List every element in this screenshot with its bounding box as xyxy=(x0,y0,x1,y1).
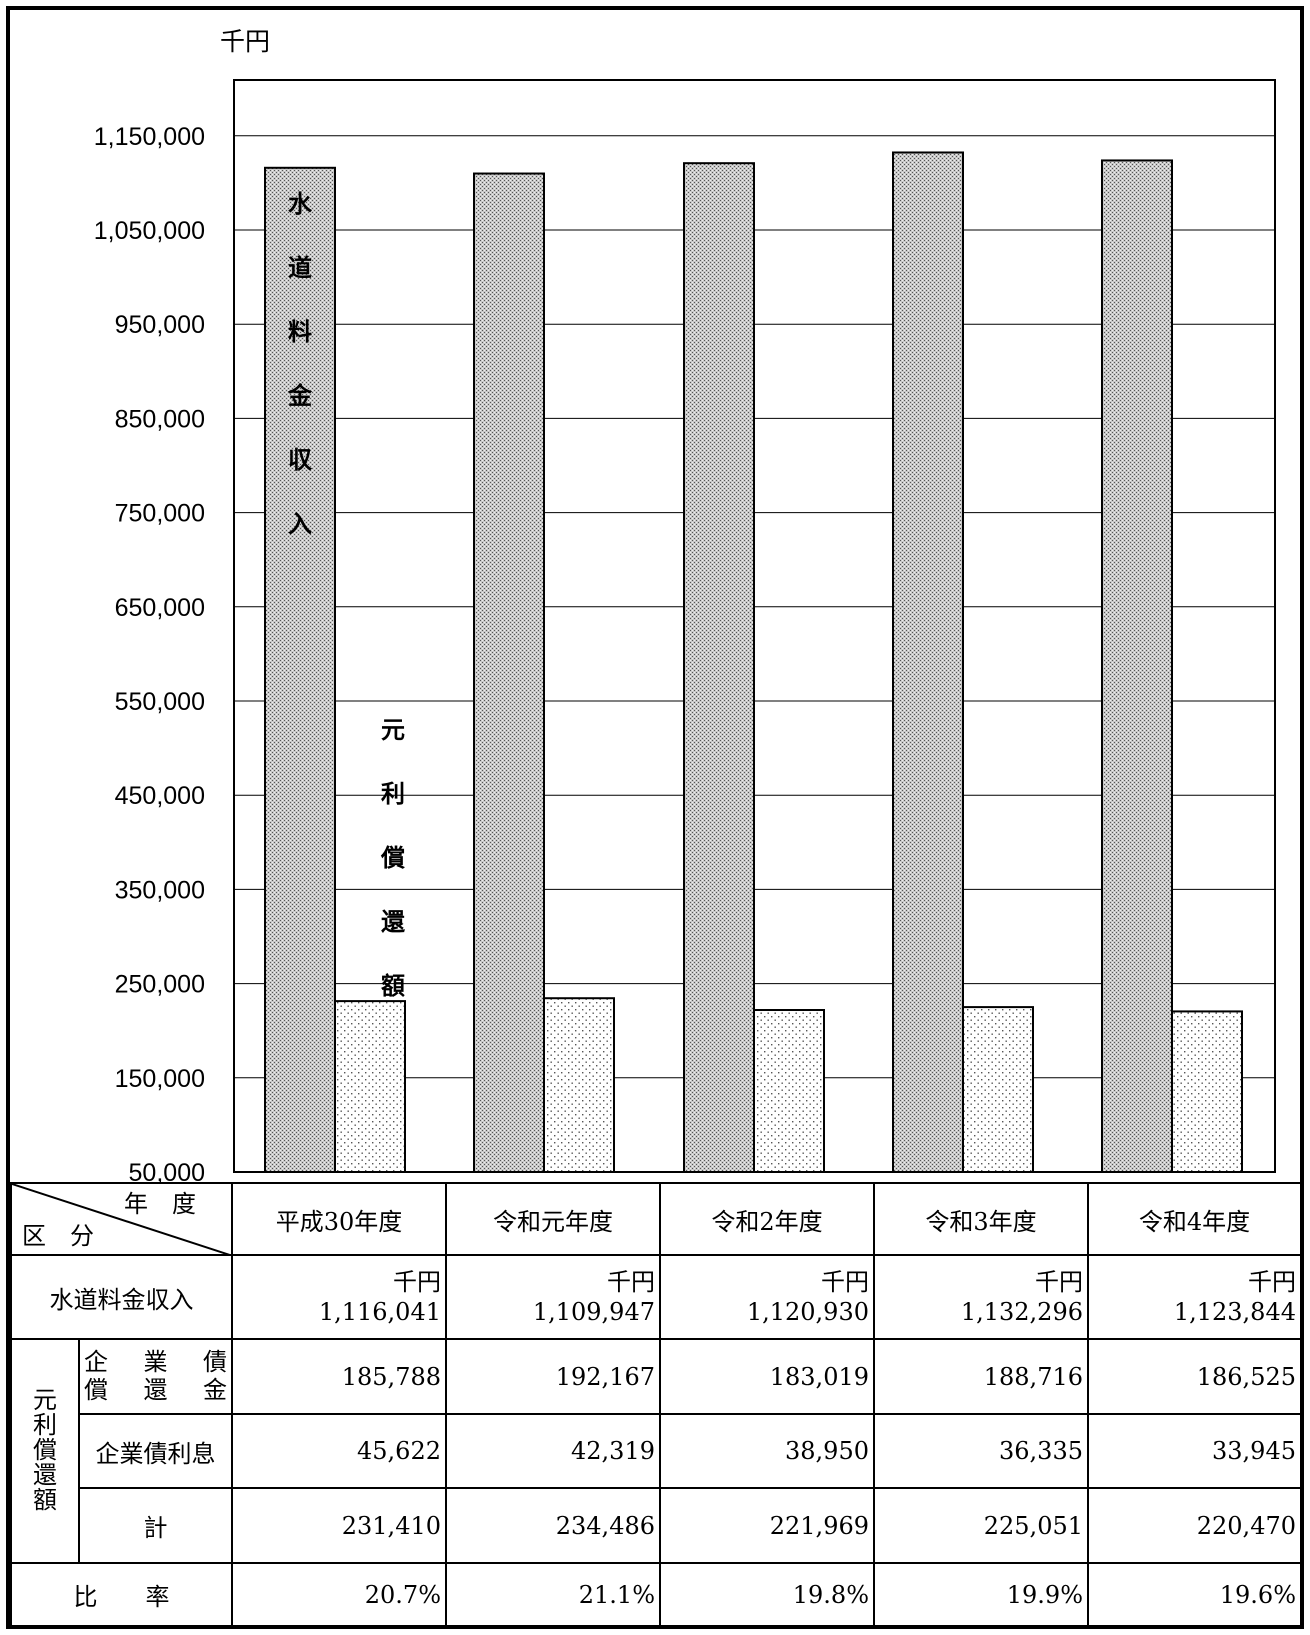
principal-value: 185,788 xyxy=(231,1338,447,1415)
series-label-repayment: 利 xyxy=(381,780,405,808)
bar-repayment xyxy=(543,997,615,1173)
repayment-group-label: 元利償還額 xyxy=(10,1338,80,1564)
interest-value: 33,945 xyxy=(1087,1413,1302,1489)
bar-chart: 千円 1,150,000 1,050,000 950,000 850,000 750,0… xyxy=(94,28,1276,1182)
revenue-cell: 千円 1,132,296 xyxy=(873,1254,1089,1340)
revenue-value: 1,123,844 xyxy=(1173,1298,1296,1326)
interest-row: 企業債利息 45,622 42,319 38,950 36,335 33,945 xyxy=(11,1413,1302,1489)
bar-repayment xyxy=(753,1009,825,1173)
unit-label: 千円 xyxy=(393,1268,441,1296)
y-tick-label: 550,000 xyxy=(115,688,205,716)
year-header: 平成30年度 xyxy=(231,1182,447,1256)
year-header: 令和2年度 xyxy=(659,1182,875,1256)
series-label-revenue: 道 xyxy=(288,254,312,282)
total-value: 221,969 xyxy=(659,1487,875,1564)
ratio-value: 19.9% xyxy=(873,1562,1089,1627)
bar-revenue xyxy=(1101,159,1173,1173)
interest-value: 42,319 xyxy=(445,1413,661,1489)
y-ticks: 1,150,000 1,050,000 950,000 850,000 750,000 6… xyxy=(94,123,205,1182)
revenue-cell: 千円 1,120,930 xyxy=(659,1254,875,1340)
unit-label: 千円 xyxy=(607,1268,655,1296)
unit-label: 千円 xyxy=(1248,1268,1296,1296)
unit-label: 千円 xyxy=(1035,1268,1083,1296)
total-value: 231,410 xyxy=(231,1487,447,1564)
ratio-label: 比 率 xyxy=(10,1562,233,1627)
ratio-value: 19.6% xyxy=(1087,1562,1302,1627)
y-tick-label: 350,000 xyxy=(115,876,205,904)
corner-diagonal xyxy=(12,1184,233,1256)
principal-value: 188,716 xyxy=(873,1338,1089,1415)
total-row: 計 231,410 234,486 221,969 225,051 220,47… xyxy=(11,1487,1302,1564)
bar-revenue xyxy=(264,166,336,1174)
bar-revenue xyxy=(683,162,755,1173)
principal-label: 企業債 償還金 xyxy=(78,1338,233,1415)
bar-revenue xyxy=(473,172,545,1174)
ratio-value: 21.1% xyxy=(445,1562,661,1627)
revenue-label: 水道料金収入 xyxy=(10,1254,233,1340)
principal-value: 186,525 xyxy=(1087,1338,1302,1415)
corner-label-year: 年 度 xyxy=(124,1190,196,1218)
interest-label: 企業債利息 xyxy=(78,1413,233,1489)
year-header: 令和4年度 xyxy=(1087,1182,1302,1256)
corner-header-cell: 年 度 区 分 xyxy=(10,1182,233,1256)
y-tick-label: 750,000 xyxy=(115,500,205,528)
series-label-revenue: 水 xyxy=(288,190,313,218)
series-label-revenue: 入 xyxy=(288,510,312,538)
interest-value: 45,622 xyxy=(231,1413,447,1489)
series-label-repayment: 償 xyxy=(380,844,405,872)
ratio-value: 19.8% xyxy=(659,1562,875,1627)
header-row: 年 度 区 分 平成30年度 令和元年度 令和2年度 令和3年度 令和4年度 xyxy=(10,1182,1302,1256)
plot-area-border xyxy=(233,79,1276,1173)
revenue-cell: 千円 1,116,041 xyxy=(231,1254,447,1340)
interest-value: 38,950 xyxy=(659,1413,875,1489)
series-label-repayment: 還 xyxy=(381,908,406,936)
revenue-value: 1,120,930 xyxy=(746,1298,869,1326)
revenue-value: 1,109,947 xyxy=(532,1298,655,1326)
bar-repayment xyxy=(334,1000,406,1173)
series-label-revenue: 金 xyxy=(287,382,313,410)
principal-label-line2: 償還金 xyxy=(84,1375,227,1404)
y-tick-label: 250,000 xyxy=(115,971,205,999)
interest-value: 36,335 xyxy=(873,1413,1089,1489)
principal-value: 192,167 xyxy=(445,1338,661,1415)
y-tick-label: 450,000 xyxy=(115,782,205,810)
total-value: 225,051 xyxy=(873,1487,1089,1564)
principal-label-line1: 企業債 xyxy=(84,1347,227,1376)
corner-label-category: 区 分 xyxy=(22,1222,94,1250)
total-value: 234,486 xyxy=(445,1487,661,1564)
data-table: 年 度 区 分 平成30年度 令和元年度 令和2年度 令和3年度 令和4年度 水… xyxy=(10,1182,1302,1627)
y-tick-label: 650,000 xyxy=(115,594,205,622)
series-label-repayment: 額 xyxy=(381,972,405,1000)
principal-value: 183,019 xyxy=(659,1338,875,1415)
series-label-repayment: 元 xyxy=(381,716,405,744)
bar-repayment xyxy=(1171,1010,1243,1173)
year-header: 令和3年度 xyxy=(873,1182,1089,1256)
y-tick-label: 1,150,000 xyxy=(94,123,205,151)
series-label-revenue: 収 xyxy=(288,446,313,474)
bars xyxy=(264,151,1243,1174)
bar-repayment xyxy=(962,1006,1034,1173)
y-tick-label: 950,000 xyxy=(115,311,205,339)
revenue-value: 1,132,296 xyxy=(960,1298,1083,1326)
revenue-row: 水道料金収入 千円 1,116,041 千円 1,109,947 千円 1,120,9… xyxy=(10,1254,1302,1340)
unit-label: 千円 xyxy=(821,1268,869,1296)
year-header: 令和元年度 xyxy=(445,1182,661,1256)
y-unit-label: 千円 xyxy=(220,28,270,56)
ratio-value: 20.7% xyxy=(231,1562,447,1627)
revenue-cell: 千円 1,109,947 xyxy=(445,1254,661,1340)
revenue-value: 1,116,041 xyxy=(318,1298,441,1326)
total-label: 計 xyxy=(78,1487,233,1564)
total-value: 220,470 xyxy=(1087,1487,1302,1564)
series-label-revenue: 料 xyxy=(288,318,312,346)
y-tick-label: 150,000 xyxy=(115,1065,205,1093)
bar-revenue xyxy=(892,151,964,1173)
revenue-cell: 千円 1,123,844 xyxy=(1087,1254,1302,1340)
outer-frame xyxy=(6,6,1304,1629)
y-tick-label: 50,000 xyxy=(129,1159,205,1182)
y-tick-label: 850,000 xyxy=(115,405,205,433)
principal-row: 元利償還額 企業債 償還金 185,788 192,167 183,019 18… xyxy=(10,1338,1302,1564)
y-tick-label: 1,050,000 xyxy=(94,217,205,245)
ratio-row: 比 率 20.7% 21.1% 19.8% 19.9% 19.6% xyxy=(10,1562,1302,1627)
